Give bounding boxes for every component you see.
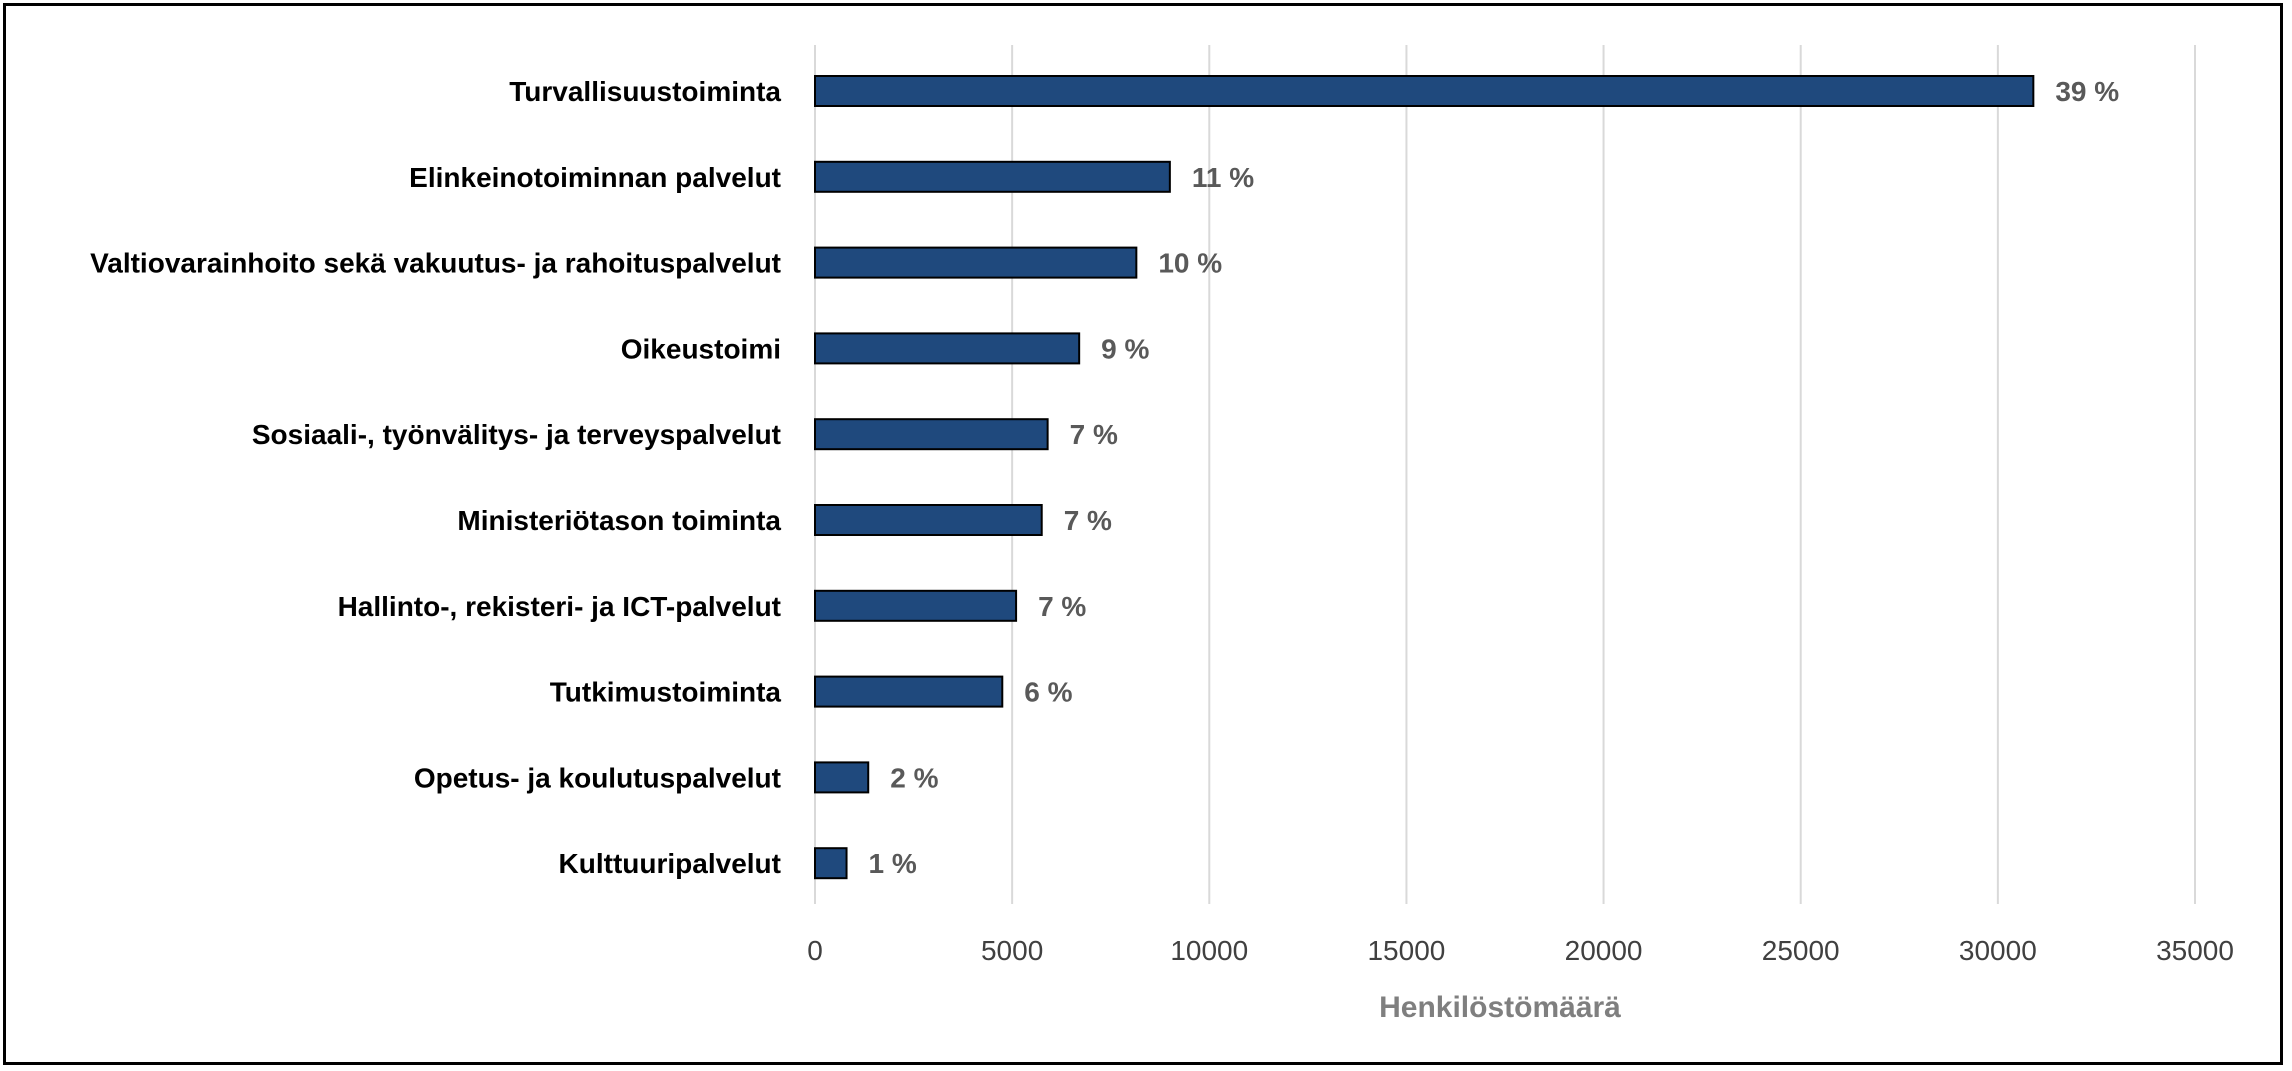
data-label: 6 % [1024,677,1072,708]
x-tick-label: 15000 [1367,935,1445,966]
bar [814,504,1043,536]
bar [814,589,1018,622]
category-label: Oikeustoimi [621,333,781,364]
x-tick-label: 30000 [1959,935,2037,966]
category-label: Hallinto-, rekisteri- ja ICT-palvelut [338,591,781,622]
category-label: Sosiaali-, työnvälitys- ja terveyspalvel… [252,419,781,450]
category-label: Opetus- ja koulutuspalvelut [414,762,781,793]
x-tick-label: 0 [807,935,823,966]
x-tick-label: 20000 [1565,935,1643,966]
x-axis-title: Henkilöstömäärä [1379,991,1621,1024]
data-labels: 39 % 11 % 10 % 9 % 7 % 7 % 7 % 6 % 2 % 1 % [869,76,2120,879]
data-label: 1 % [869,848,917,879]
data-label: 39 % [2055,76,2119,107]
bar [814,418,1049,451]
data-label: 9 % [1101,333,1149,364]
x-tick-label: 35000 [2156,935,2234,966]
bar [814,761,870,794]
bar [814,675,1004,708]
x-tick-labels: 0 5000 10000 15000 20000 25000 30000 35000 [807,935,2234,966]
x-tick-label: 5000 [981,935,1043,966]
category-label: Tutkimustoiminta [550,677,782,708]
data-label: 11 % [1192,162,1254,193]
category-label: Elinkeinotoiminnan palvelut [409,162,781,193]
category-label: Ministeriötason toiminta [457,505,781,536]
category-label: Turvallisuustoiminta [509,76,781,107]
bar [814,160,1171,193]
x-tick-label: 10000 [1170,935,1248,966]
category-labels: Turvallisuustoiminta Elinkeinotoiminnan p… [90,76,781,879]
data-label: 10 % [1158,248,1222,279]
bar [814,246,1138,279]
data-label: 2 % [890,762,938,793]
bars [814,75,2035,880]
x-tick-label: 25000 [1762,935,1840,966]
category-label: Kulttuuripalvelut [559,848,781,879]
bar [814,332,1081,365]
data-label: 7 % [1038,591,1086,622]
data-label: 7 % [1064,505,1112,536]
bar [814,847,848,880]
category-label: Valtiovarainhoito sekä vakuutus- ja raho… [90,248,781,279]
data-label: 7 % [1070,419,1118,450]
bar [814,75,2035,107]
